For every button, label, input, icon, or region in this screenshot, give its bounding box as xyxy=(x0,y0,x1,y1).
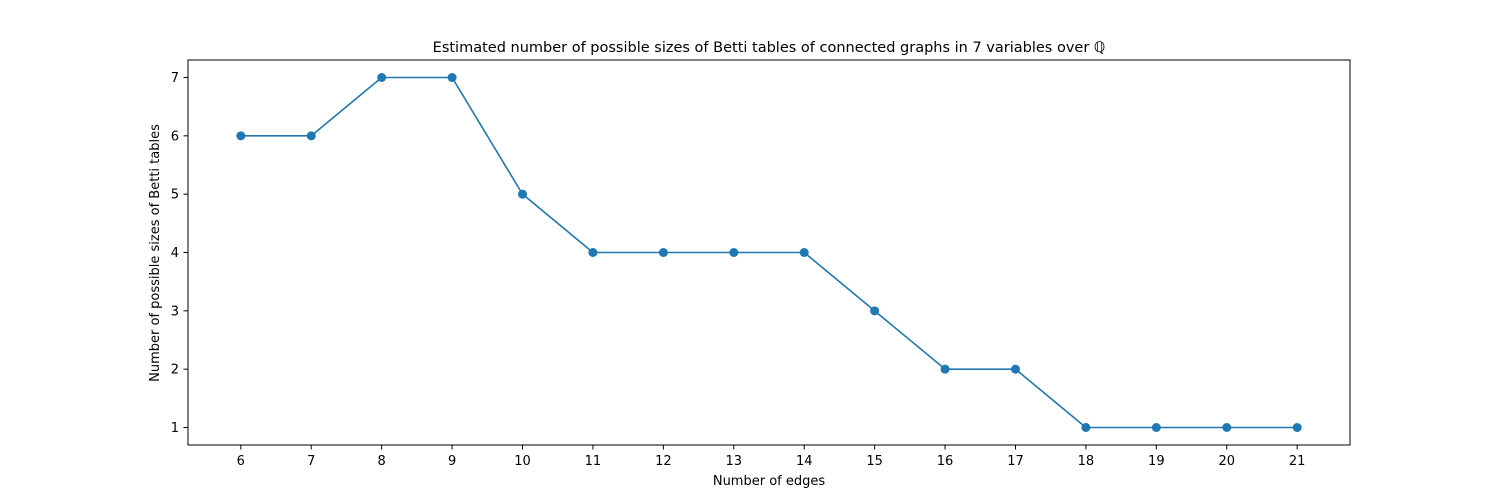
data-point-x8 xyxy=(377,73,387,82)
y-tick-label-5: 5 xyxy=(171,188,179,203)
series-line-0 xyxy=(240,76,1298,429)
x-tick-label-16: 16 xyxy=(937,454,954,469)
data-point-x19 xyxy=(1151,423,1161,432)
data-point-x12 xyxy=(658,248,668,257)
data-point-x11 xyxy=(588,248,598,257)
x-axis-label: Number of edges xyxy=(713,474,826,489)
x-tick-label-15: 15 xyxy=(866,454,883,469)
data-point-x7 xyxy=(306,131,316,141)
data-point-x15 xyxy=(870,306,880,316)
data-point-x21 xyxy=(1292,423,1302,432)
data-point-x9 xyxy=(447,73,457,82)
x-tick-label-20: 20 xyxy=(1218,454,1235,469)
x-tick-label-10: 10 xyxy=(514,454,531,469)
x-tick-label-18: 18 xyxy=(1078,454,1095,469)
x-tick-label-9: 9 xyxy=(448,454,456,469)
data-point-x20 xyxy=(1222,423,1232,432)
x-tick-label-8: 8 xyxy=(378,454,386,469)
data-point-x14 xyxy=(799,248,809,257)
y-tick-label-3: 3 xyxy=(171,304,179,319)
x-tick-label-12: 12 xyxy=(655,454,672,469)
data-point-x13 xyxy=(729,248,739,257)
y-tick-label-1: 1 xyxy=(171,421,179,436)
chart-title: Estimated number of possible sizes of Be… xyxy=(433,40,1106,56)
axes-frame xyxy=(187,59,1351,446)
x-tick-label-19: 19 xyxy=(1148,454,1165,469)
y-tick-label-7: 7 xyxy=(171,71,179,86)
x-tick-label-14: 14 xyxy=(796,454,813,469)
data-point-x16 xyxy=(940,364,950,374)
x-tick-label-6: 6 xyxy=(237,454,245,469)
data-point-x10 xyxy=(518,189,528,199)
x-tick-label-7: 7 xyxy=(307,454,315,469)
y-tick-label-6: 6 xyxy=(171,129,179,144)
data-point-x6 xyxy=(236,131,246,141)
x-tick-label-13: 13 xyxy=(726,454,743,469)
y-tick-label-2: 2 xyxy=(171,363,179,378)
x-tick-label-11: 11 xyxy=(585,454,602,469)
data-point-x17 xyxy=(1010,364,1020,374)
y-axis-label: Number of possible sizes of Betti tables xyxy=(148,124,163,382)
x-tick-label-21: 21 xyxy=(1289,454,1306,469)
data-point-x18 xyxy=(1081,423,1091,432)
y-tick-label-4: 4 xyxy=(171,246,179,261)
x-tick-label-17: 17 xyxy=(1007,454,1024,469)
